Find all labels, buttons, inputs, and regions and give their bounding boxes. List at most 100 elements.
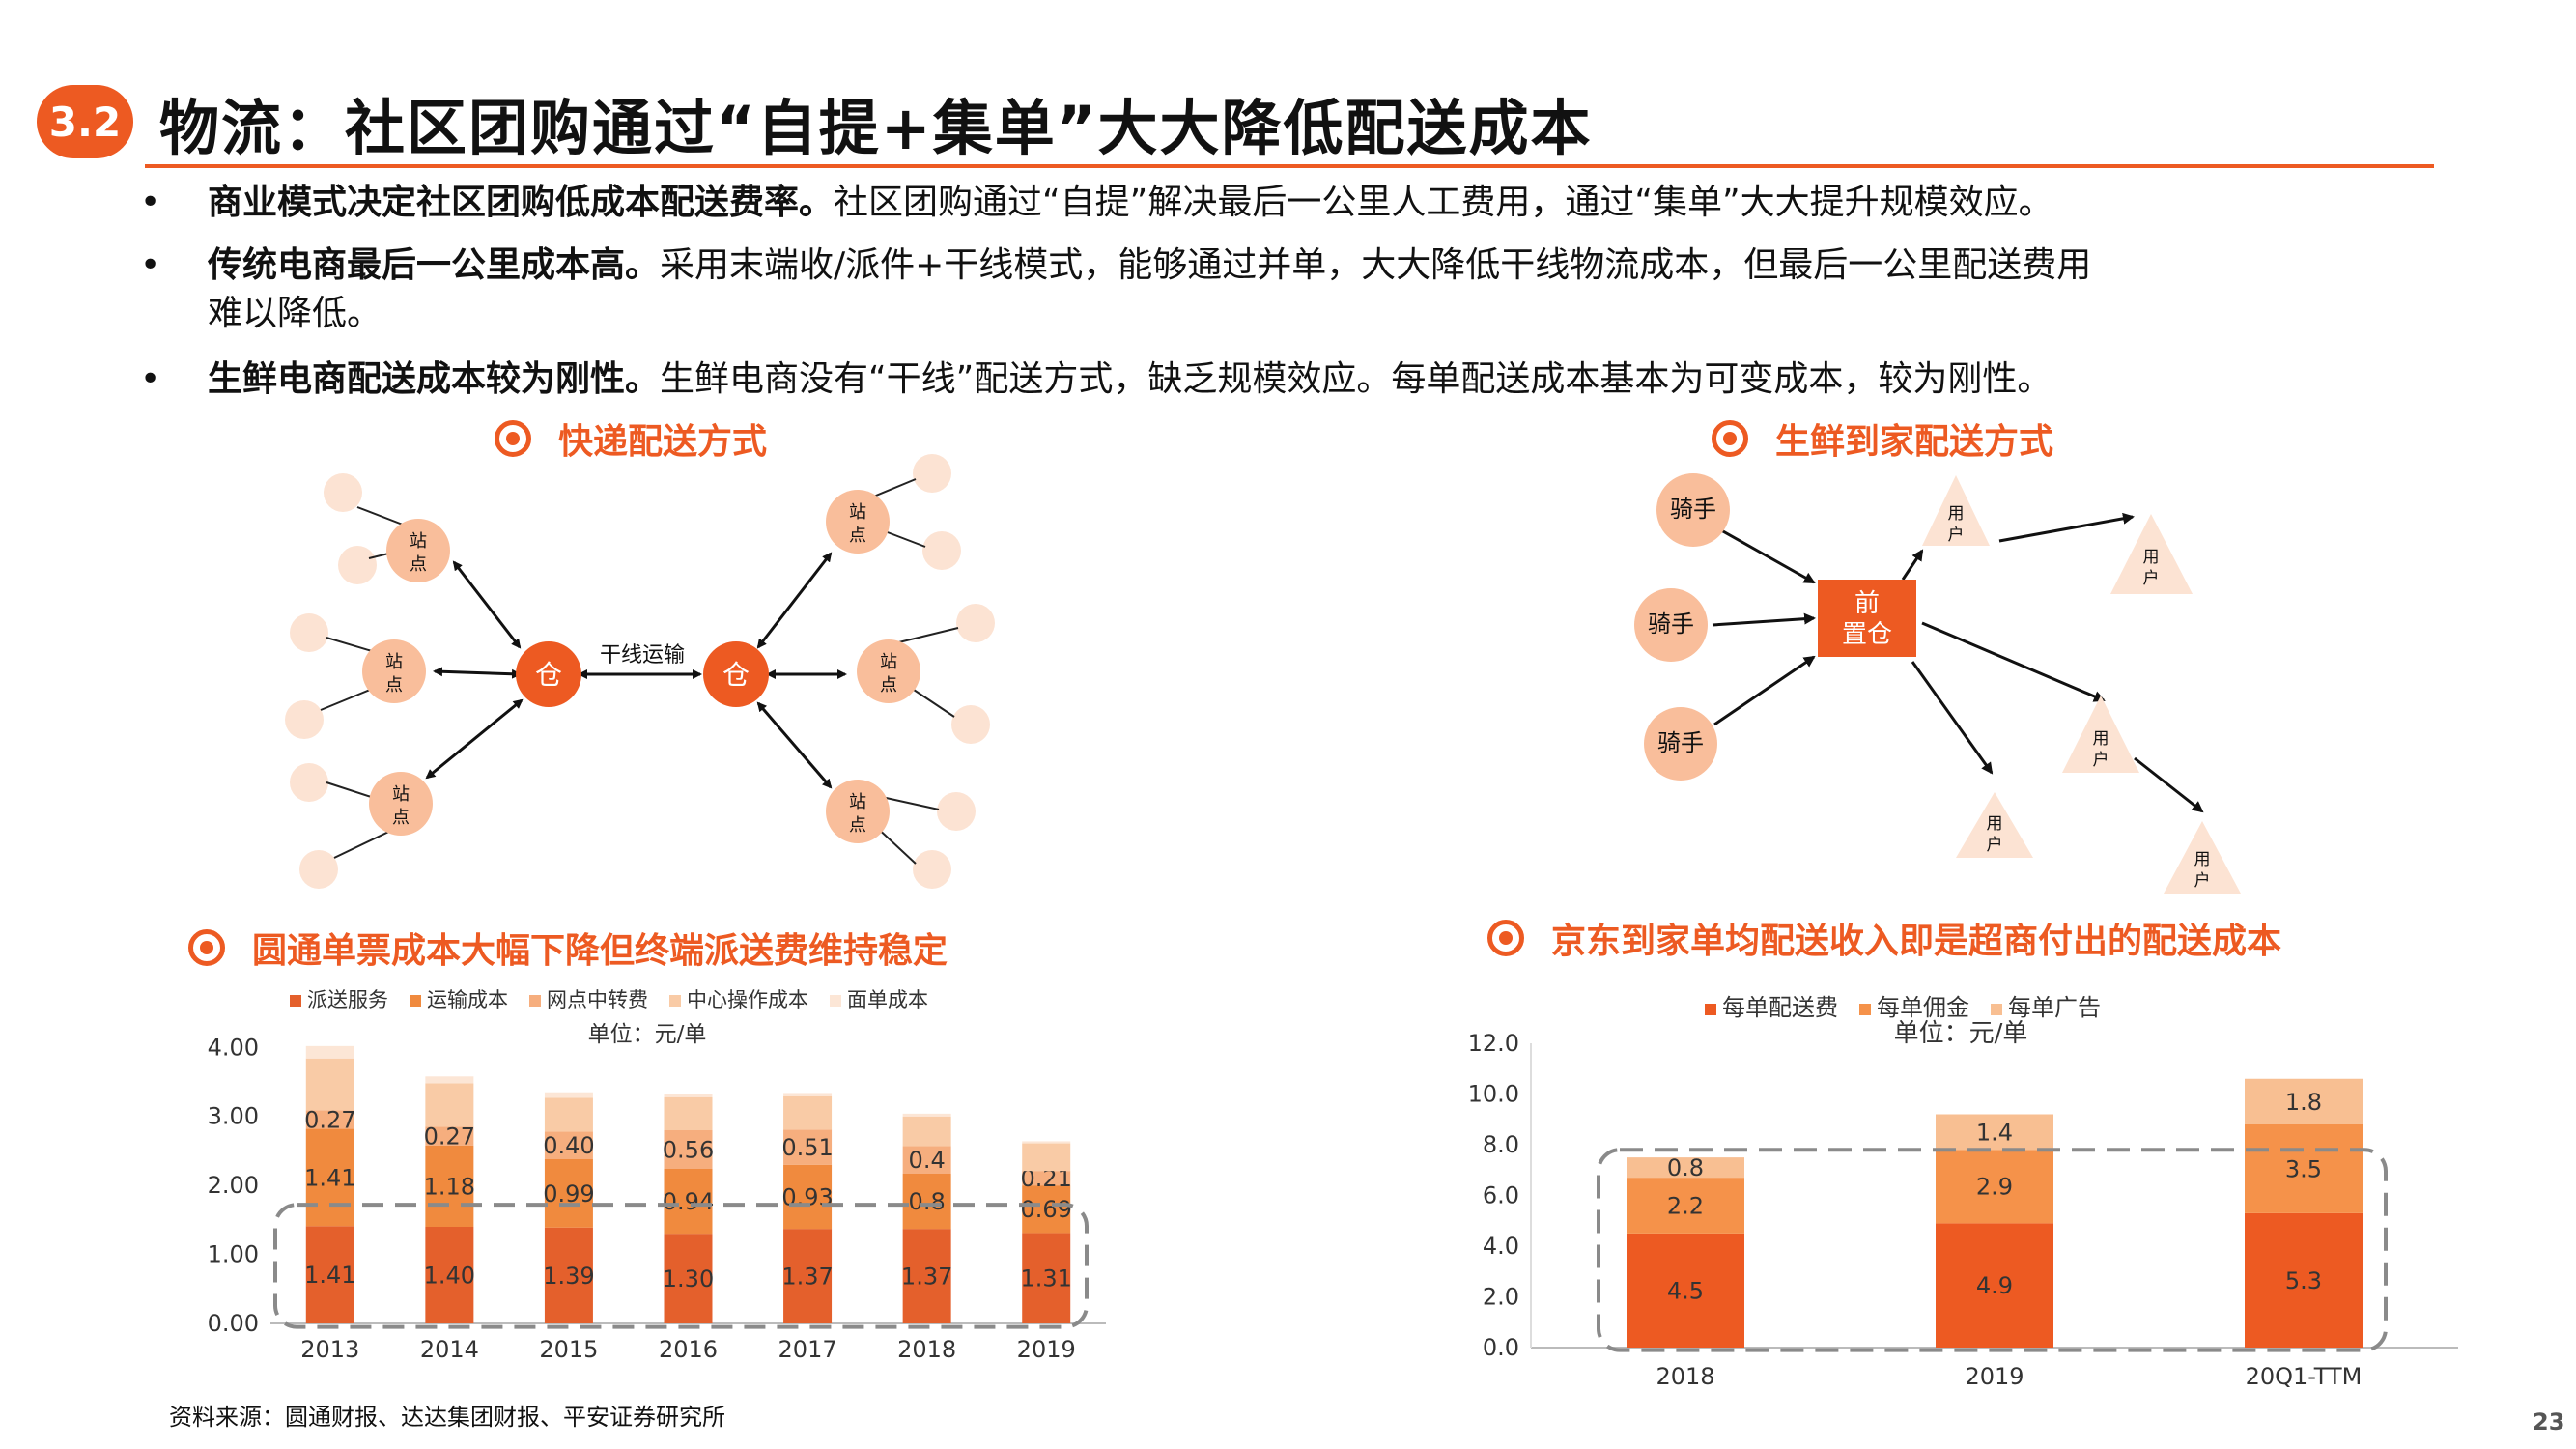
y-tick-label: 0.00	[208, 1310, 259, 1337]
target-icon	[188, 929, 225, 966]
user-nodes	[1922, 475, 2241, 894]
highlight-box	[273, 1203, 1089, 1329]
express-diagram-heading: 快递配送方式	[495, 413, 767, 464]
jd-daojia-chart: 0.0 2.0 4.0 6.0 8.0 10.0 12.0 每单配送费 每单佣金 每单广告单位：元…	[1468, 994, 2458, 1390]
station-label: 站	[392, 784, 410, 805]
bullet-text: 采用末端收/派件+干线模式，能够通过并单，大大降低干线物流成本，但最后一公里配送…	[660, 245, 2092, 285]
bar-segment	[902, 1113, 951, 1117]
rider-label: 骑手	[1657, 729, 1704, 756]
data-label: 1.18	[424, 1173, 475, 1200]
user-label: 用	[2194, 850, 2211, 869]
bar-segment	[902, 1116, 951, 1147]
bar-segment	[664, 1094, 713, 1097]
y-tick-label: 3.00	[208, 1103, 259, 1130]
y-tick-label: 1.00	[208, 1241, 259, 1268]
x-tick-label: 2019	[1965, 1363, 2024, 1390]
data-label: 1.37	[781, 1263, 833, 1290]
bar-segment	[1627, 1157, 1744, 1179]
target-icon	[1487, 920, 1524, 956]
bar-segment	[425, 1076, 474, 1084]
y-tick-label: 2.0	[1483, 1284, 1519, 1311]
bar-segment	[305, 1058, 354, 1111]
x-tick-label: 2016	[659, 1336, 718, 1363]
station-label: 点	[849, 815, 866, 836]
target-icon	[1712, 420, 1748, 457]
bar-segment	[902, 1229, 951, 1323]
x-tick-label: 2015	[539, 1336, 598, 1363]
bar-segment	[783, 1129, 833, 1165]
rider-label: 骑手	[1648, 611, 1694, 638]
legend-label: 运输成本	[427, 988, 508, 1011]
bullet-marker: •	[140, 245, 161, 285]
bar-segment	[305, 1226, 354, 1323]
station-label: 站	[880, 652, 897, 672]
legend-label: 中心操作成本	[687, 988, 808, 1011]
bar-segment	[1022, 1185, 1071, 1234]
y-tick-label: 10.0	[1468, 1081, 1519, 1108]
station-label: 点	[385, 675, 403, 696]
user-label: 户	[2143, 569, 2160, 588]
user-label: 户	[1987, 836, 2003, 855]
x-tick-label: 2013	[300, 1336, 359, 1363]
y-tick-label: 0.0	[1483, 1334, 1519, 1361]
bar-segment	[664, 1096, 713, 1130]
data-label: 0.4	[909, 1147, 946, 1174]
bar-segment	[1627, 1178, 1744, 1234]
x-tick-label: 2019	[1017, 1336, 1076, 1363]
bar-segment	[305, 1110, 354, 1129]
bar-segment	[425, 1126, 474, 1146]
data-label: 1.41	[304, 1262, 355, 1289]
data-label: 0.27	[424, 1122, 475, 1150]
data-label: 0.99	[543, 1180, 594, 1208]
data-label: 1.40	[424, 1262, 475, 1289]
user-label: 用	[2143, 548, 2160, 567]
y-tick-label: 4.00	[208, 1034, 259, 1061]
bullet-marker: •	[140, 359, 161, 399]
station-label: 点	[392, 808, 410, 828]
x-tick-label: 2017	[778, 1336, 837, 1363]
station-label: 站	[849, 792, 866, 812]
legend-label: 网点中转费	[547, 988, 648, 1011]
legend-swatch	[669, 995, 681, 1007]
x-tick-label: 2014	[420, 1336, 479, 1363]
data-label: 0.94	[663, 1188, 714, 1215]
legend-label: 每单佣金	[1877, 994, 1969, 1021]
rider-nodes	[1634, 473, 1730, 781]
bar-segment	[305, 1045, 354, 1059]
customer-nodes	[285, 454, 995, 889]
bullet-text-continued: 难以降低。	[208, 294, 382, 333]
data-label: 3.5	[2285, 1155, 2322, 1182]
legend-swatch	[410, 995, 421, 1007]
data-label: 1.31	[1020, 1265, 1071, 1293]
bullet-text: 社区团购通过“自提”解决最后一公里人工费用，通过“集单”大大提升规模效应。	[834, 183, 2053, 222]
bar-segment	[664, 1234, 713, 1323]
source-note: 资料来源：圆通财报、达达集团财报、平安证券研究所	[169, 1404, 725, 1431]
data-label: 0.27	[304, 1106, 355, 1133]
warehouse-label: 仓	[722, 659, 750, 691]
data-label: 0.56	[663, 1136, 714, 1163]
fresh-diagram-heading: 生鲜到家配送方式	[1712, 413, 2053, 464]
bar-segment	[1022, 1143, 1071, 1172]
data-label: 1.30	[663, 1265, 714, 1293]
x-tick-label: 20Q1-TTM	[2246, 1363, 2363, 1390]
y-tick-label: 4.0	[1483, 1233, 1519, 1260]
bar-segment	[544, 1092, 593, 1098]
station-label: 站	[385, 652, 403, 672]
bar-segment	[783, 1229, 833, 1323]
bar-segment	[1936, 1223, 2053, 1348]
legend-swatch	[830, 995, 841, 1007]
station-label: 点	[410, 554, 427, 575]
bar-segment	[783, 1164, 833, 1230]
data-label: 1.8	[2285, 1089, 2322, 1116]
bar-segment	[1022, 1233, 1071, 1323]
bar-segment	[664, 1130, 713, 1169]
bullet-bold-text: 传统电商最后一公里成本高。	[208, 245, 661, 285]
bar-segment	[544, 1159, 593, 1228]
data-label: 0.8	[1667, 1154, 1704, 1181]
bar-segment	[544, 1097, 593, 1132]
bar-segment	[2245, 1078, 2363, 1124]
data-label: 2.2	[1667, 1192, 1704, 1219]
bar-segment	[902, 1146, 951, 1174]
